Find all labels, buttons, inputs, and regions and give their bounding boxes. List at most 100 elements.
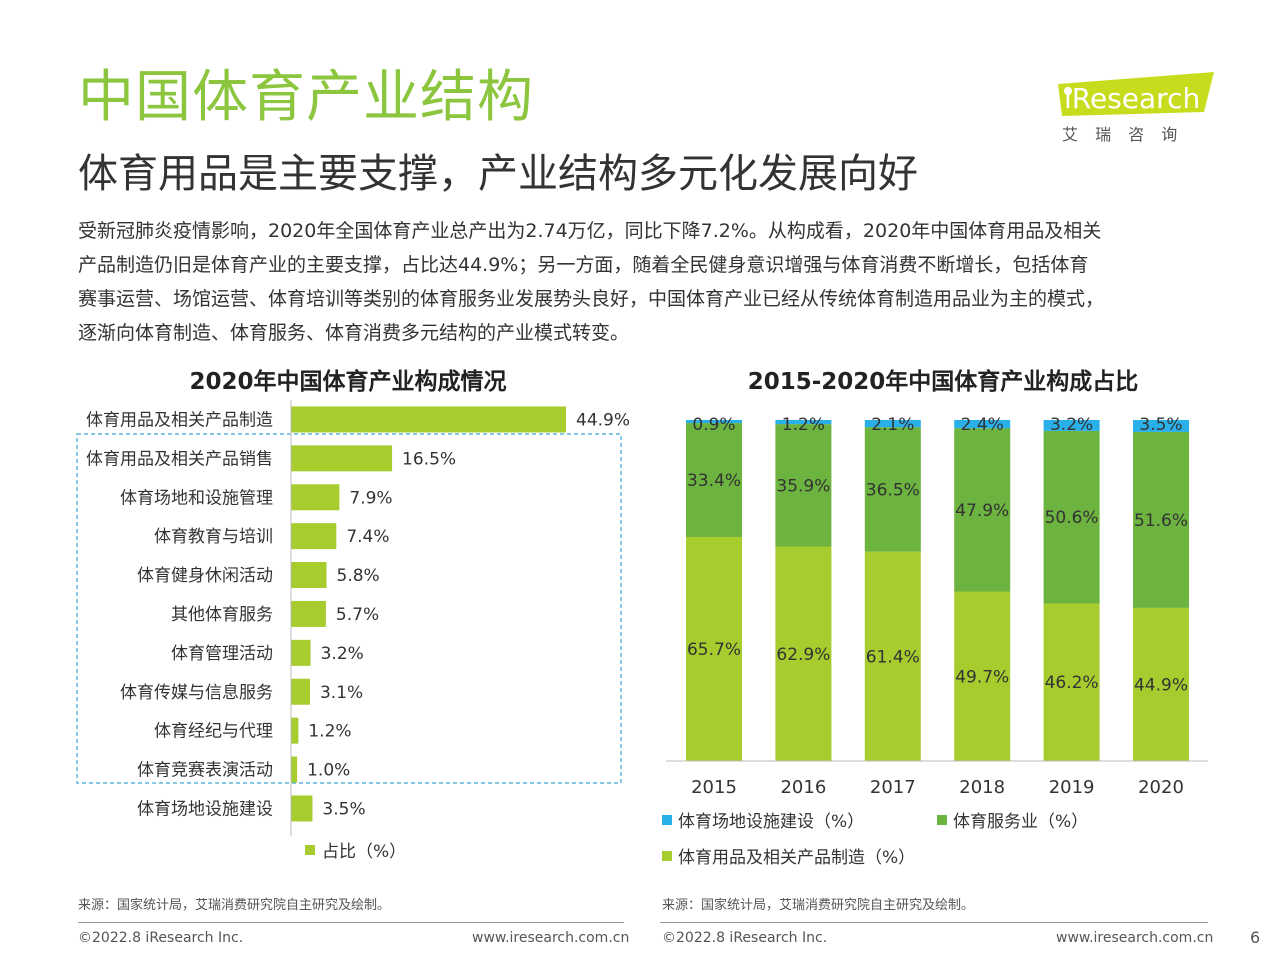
x-tick-label: 2020: [1138, 777, 1184, 798]
stacked-bar-segment: [686, 420, 742, 424]
stacked-bar-segment: [864, 427, 921, 552]
highlight-dashed-box: [76, 433, 622, 784]
data-label: 1.0%: [307, 761, 350, 781]
stacked-bar-segment: [954, 420, 1011, 429]
bar: [291, 484, 340, 511]
intro-line: 受新冠肺炎疫情影响，2020年全国体育产业总产出为2.74万亿，同比下降7.2%…: [78, 220, 1102, 242]
data-label: 1.2%: [308, 722, 351, 742]
data-label: 49.7%: [955, 667, 1009, 687]
copyright-right: ©2022.8 iResearch Inc.: [662, 930, 828, 946]
stacked-bar-segment: [954, 591, 1011, 761]
legend-label: 体育场地设施建设（%）: [678, 812, 864, 832]
x-tick-label: 2016: [780, 777, 826, 798]
stacked-bar-segment: [686, 423, 742, 537]
data-label: 47.9%: [955, 501, 1009, 521]
data-label: 7.4%: [346, 527, 389, 547]
stacked-bar-segment: [775, 546, 832, 761]
bar: [291, 600, 326, 627]
data-label: 33.4%: [687, 471, 741, 491]
data-label: 35.9%: [776, 476, 830, 496]
legend-swatch: [662, 815, 672, 825]
left-bar-chart: 体育用品及相关产品制造 44.9% 体育用品及相关产品销售 16.5% 体育场地和设施管…: [76, 400, 630, 862]
data-label: 46.2%: [1045, 673, 1099, 693]
iresearch-logo: iResearch 艾 瑞 咨 询: [1058, 72, 1218, 144]
data-label: 2.1%: [871, 415, 914, 435]
data-label: 3.1%: [320, 683, 363, 703]
page-title: 中国体育产业结构: [78, 65, 534, 130]
data-label: 36.5%: [866, 480, 920, 500]
data-label: 61.4%: [866, 647, 920, 667]
stacked-bar-segment: [1133, 607, 1189, 761]
x-tick-label: 2015: [691, 777, 737, 798]
data-label: 65.7%: [687, 640, 741, 660]
data-label: 16.5%: [402, 449, 456, 469]
bar: [291, 795, 313, 822]
source-note-left: 来源：国家统计局，艾瑞消费研究院自主研究及绘制。: [78, 898, 391, 913]
intro-line: 产品制造仍旧是体育产业的主要支撑，占比达44.9%；另一方面，随着全民健身意识增…: [78, 254, 1089, 276]
right-stacked-bar-chart: 65.7% 33.4% 0.9% 2015 62.9% 35.9% 1.2% 2016 61.4…: [662, 415, 1208, 868]
stacked-bar-segment: [686, 536, 742, 761]
website-link-right[interactable]: www.iresearch.com.cn: [1056, 930, 1214, 946]
y-tick-label: 体育传媒与信息服务: [120, 683, 273, 703]
bar: [291, 717, 299, 744]
legend-swatch: [305, 845, 315, 855]
x-tick-label: 2017: [870, 777, 916, 798]
stacked-bar-segment: [954, 428, 1011, 592]
bar: [291, 639, 311, 666]
y-tick-label: 体育用品及相关产品销售: [86, 449, 273, 469]
stacked-bar-segment: [775, 424, 832, 547]
legend-swatch: [662, 851, 672, 861]
data-label: 50.6%: [1045, 508, 1099, 528]
legend-label: 占比（%）: [322, 842, 406, 862]
footer-divider-right: [660, 922, 1208, 923]
stacked-bar-segment: [1133, 431, 1189, 608]
data-label: 5.7%: [336, 605, 379, 625]
data-label: 3.5%: [322, 799, 365, 819]
legend-swatch: [937, 815, 947, 825]
y-tick-label: 体育场地和设施管理: [120, 488, 273, 508]
legend-label: 体育用品及相关产品制造（%）: [678, 848, 915, 868]
data-label: 3.2%: [321, 644, 364, 664]
logo-cn-text: 艾 瑞 咨 询: [1062, 125, 1183, 144]
stacked-bar-segment: [1133, 420, 1189, 432]
website-link-left[interactable]: www.iresearch.com.cn: [472, 930, 630, 946]
y-tick-label: 体育教育与培训: [154, 527, 273, 547]
y-tick-label: 体育管理活动: [171, 644, 273, 664]
data-label: 3.5%: [1139, 415, 1182, 435]
data-label: 5.8%: [337, 566, 380, 586]
stacked-bar-segment: [1043, 603, 1100, 761]
data-label: 51.6%: [1134, 511, 1188, 531]
y-tick-label: 体育健身休闲活动: [137, 566, 273, 586]
footer-divider-left: [78, 922, 624, 923]
x-tick-label: 2019: [1049, 777, 1095, 798]
page-number: 6: [1250, 928, 1261, 947]
data-label: 44.9%: [1134, 675, 1188, 695]
page-subtitle: 体育用品是主要支撑，产业结构多元化发展向好: [78, 151, 918, 197]
y-tick-label: 体育经纪与代理: [154, 722, 273, 742]
x-tick-label: 2018: [959, 777, 1005, 798]
data-label: 7.9%: [349, 488, 392, 508]
stacked-bar-segment: [775, 420, 832, 425]
data-label: 0.9%: [692, 415, 735, 435]
bar: [291, 678, 310, 705]
y-tick-label: 体育场地设施建设: [137, 799, 273, 819]
source-note-right: 来源：国家统计局，艾瑞消费研究院自主研究及绘制。: [662, 898, 975, 913]
left-chart-title: 2020年中国体育产业构成情况: [189, 369, 507, 395]
bar: [291, 523, 337, 550]
bar: [291, 756, 298, 783]
legend-label: 体育服务业（%）: [953, 812, 1088, 832]
right-chart-title: 2015-2020年中国体育产业构成占比: [747, 369, 1139, 395]
stacked-bar-segment: [1043, 420, 1100, 431]
data-label: 44.9%: [576, 410, 630, 430]
y-tick-label: 体育竞赛表演活动: [137, 760, 273, 781]
y-tick-label: 其他体育服务: [171, 605, 273, 625]
stacked-bar-segment: [864, 551, 921, 761]
bar: [291, 562, 327, 589]
stacked-bar-segment: [1043, 430, 1100, 604]
stacked-bar-segment: [864, 420, 921, 428]
logo-brand-text: iResearch: [1064, 82, 1200, 115]
bar: [291, 406, 566, 433]
data-label: 2.4%: [961, 415, 1004, 435]
data-label: 62.9%: [776, 645, 830, 665]
intro-paragraph: 受新冠肺炎疫情影响，2020年全国体育产业总产出为2.74万亿，同比下降7.2%…: [78, 214, 1208, 350]
